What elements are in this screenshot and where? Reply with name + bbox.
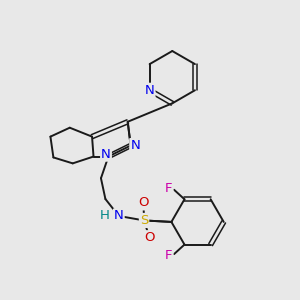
Text: N: N: [145, 84, 154, 97]
Text: N: N: [130, 139, 140, 152]
Text: O: O: [138, 196, 149, 209]
Text: F: F: [165, 249, 172, 262]
Text: O: O: [144, 231, 155, 244]
Text: H: H: [100, 209, 110, 223]
Text: F: F: [165, 182, 172, 195]
Text: N: N: [101, 148, 111, 161]
Text: S: S: [140, 214, 148, 227]
Text: N: N: [114, 209, 124, 223]
